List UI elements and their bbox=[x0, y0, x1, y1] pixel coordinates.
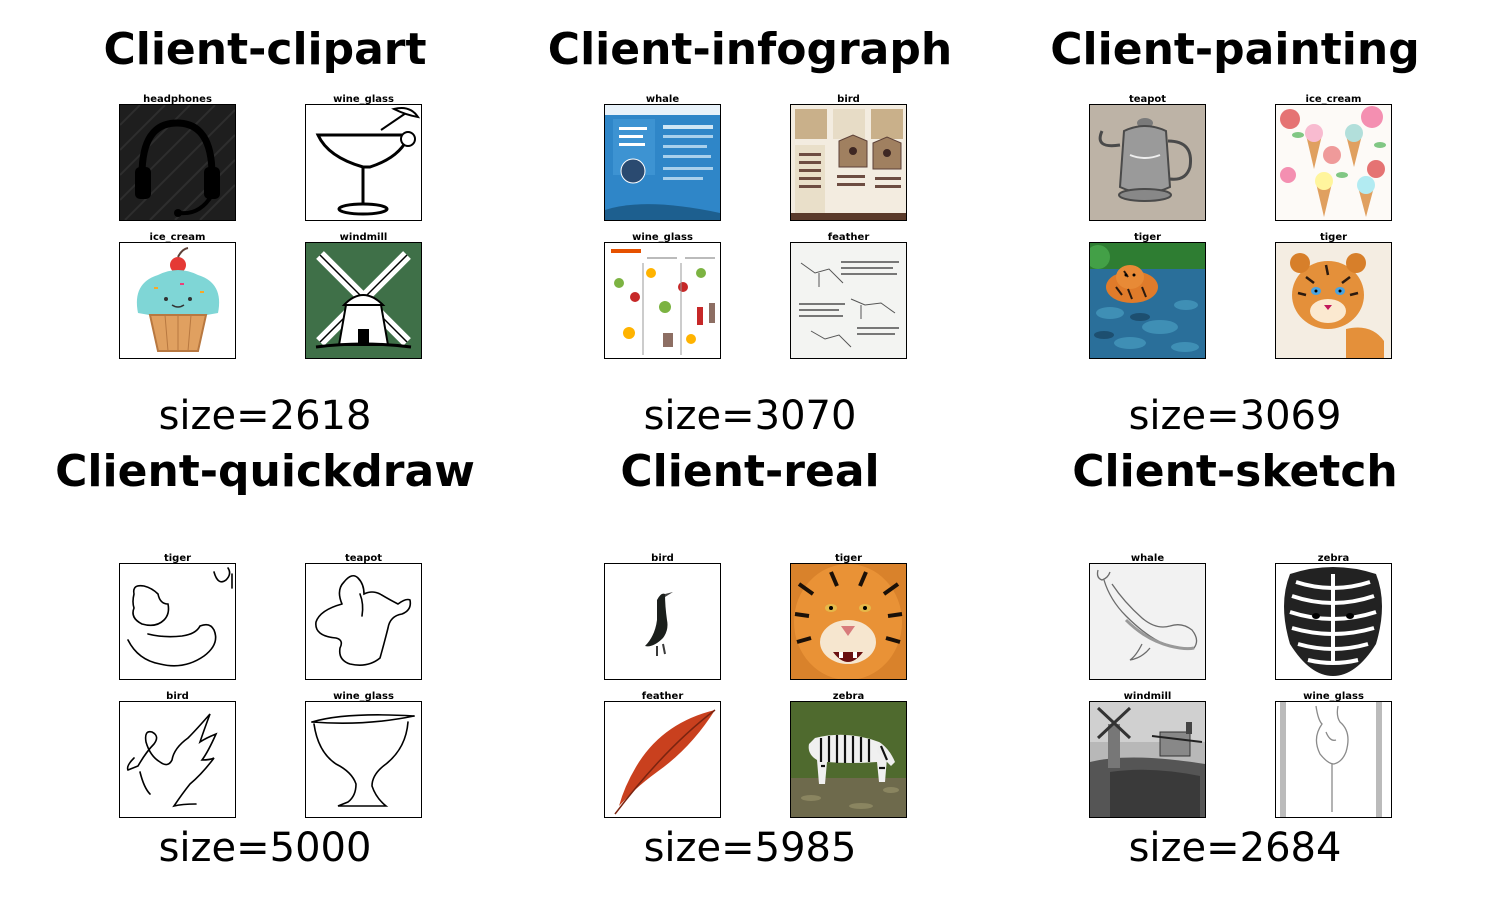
domain-panel: Client-real bird tiger feather zebra size=598… bbox=[507, 422, 993, 882]
real-zebra-image bbox=[790, 701, 907, 818]
dataset-size-label: size=3070 bbox=[643, 393, 857, 439]
thumbnail-class-label: wine_glass bbox=[632, 232, 693, 243]
dataset-size-label: size=5985 bbox=[643, 825, 857, 871]
thumbnail-class-label: bird bbox=[651, 553, 674, 564]
thumbnail-class-label: wine_glass bbox=[333, 691, 394, 702]
icecream-clip-image bbox=[119, 242, 236, 359]
thumbnail-class-label: tiger bbox=[1319, 232, 1348, 243]
dataset-size-label: size=5000 bbox=[158, 825, 372, 871]
dataset-size-label: size=2618 bbox=[158, 393, 372, 439]
qd-bird-image bbox=[119, 701, 236, 818]
thumbnail-class-label: bird bbox=[166, 691, 189, 702]
tiger-cub-image bbox=[1275, 242, 1392, 359]
info-food-image bbox=[604, 242, 721, 359]
margarita-image bbox=[305, 104, 422, 221]
qd-teapot-image bbox=[305, 563, 422, 680]
dataset-size-label: size=3069 bbox=[1128, 393, 1342, 439]
real-bird-image bbox=[604, 563, 721, 680]
thumbnail-class-label: windmill bbox=[1123, 691, 1172, 702]
sk-zebra-image bbox=[1275, 563, 1392, 680]
thumbnail-class-label: ice_cream bbox=[149, 232, 206, 243]
sk-whale-image bbox=[1089, 563, 1206, 680]
thumbnail-class-label: tiger bbox=[163, 553, 192, 564]
panel-title: Client-sketch bbox=[1072, 446, 1398, 497]
panel-title: Client-infograph bbox=[547, 24, 953, 75]
info-blue-image bbox=[604, 104, 721, 221]
domain-panel: Client-sketch whale zebra windmill wine_glas… bbox=[992, 422, 1478, 882]
thumbnail-class-label: wine_glass bbox=[1303, 691, 1364, 702]
thumbnail-class-label: whale bbox=[1130, 553, 1165, 564]
qd-tiger-image bbox=[119, 563, 236, 680]
thumbnail-class-label: headphones bbox=[143, 94, 212, 105]
real-feather-image bbox=[604, 701, 721, 818]
thumbnail-class-label: feather bbox=[641, 691, 684, 702]
thumbnail-class-label: teapot bbox=[344, 553, 383, 564]
thumbnail-class-label: whale bbox=[645, 94, 680, 105]
sk-windmill-image bbox=[1089, 701, 1206, 818]
real-tiger-image bbox=[790, 563, 907, 680]
thumbnail-class-label: zebra bbox=[1317, 553, 1350, 564]
windmill-clip-image bbox=[305, 242, 422, 359]
thumbnail-class-label: ice_cream bbox=[1305, 94, 1362, 105]
teapot-paint-image bbox=[1089, 104, 1206, 221]
dataset-size-label: size=2684 bbox=[1128, 825, 1342, 871]
thumbnail-class-label: tiger bbox=[834, 553, 863, 564]
domain-panel: Client-quickdraw tiger teapot bird wine_glas… bbox=[22, 422, 508, 882]
info-diagram-image bbox=[790, 242, 907, 359]
thumbnail-class-label: teapot bbox=[1128, 94, 1167, 105]
icecream-pattern-image bbox=[1275, 104, 1392, 221]
qd-glass-image bbox=[305, 701, 422, 818]
thumbnail-class-label: tiger bbox=[1133, 232, 1162, 243]
thumbnail-class-label: zebra bbox=[832, 691, 865, 702]
panel-title: Client-quickdraw bbox=[55, 446, 475, 497]
panel-title: Client-real bbox=[620, 446, 880, 497]
panel-title: Client-clipart bbox=[103, 24, 427, 75]
thumbnail-class-label: bird bbox=[837, 94, 860, 105]
panel-title: Client-painting bbox=[1050, 24, 1420, 75]
domain-panel: Client-clipart headphones wine_glass ice_cr… bbox=[22, 0, 508, 460]
thumbnail-class-label: feather bbox=[827, 232, 870, 243]
info-birdhouse-image bbox=[790, 104, 907, 221]
sk-glass-image bbox=[1275, 701, 1392, 818]
domain-panel: Client-infograph whale bird wine_glass feath… bbox=[507, 0, 993, 460]
headphones-image bbox=[119, 104, 236, 221]
thumbnail-class-label: windmill bbox=[339, 232, 388, 243]
tiger-water-image bbox=[1089, 242, 1206, 359]
thumbnail-class-label: wine_glass bbox=[333, 94, 394, 105]
